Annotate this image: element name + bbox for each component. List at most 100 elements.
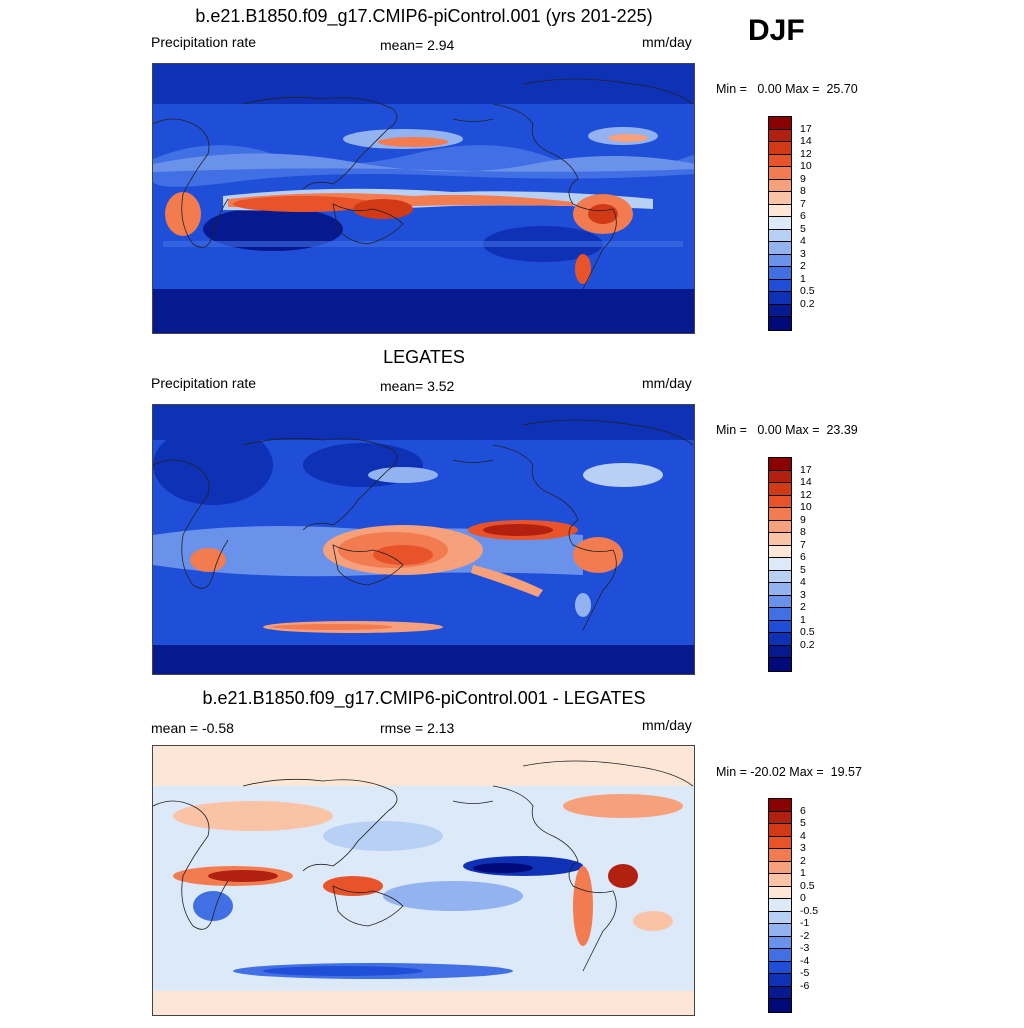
colorbar-swatch	[769, 229, 791, 242]
colorbar-swatch	[769, 949, 791, 962]
colorbar-tick-label: 9	[800, 172, 806, 185]
colorbar-swatch	[769, 292, 791, 305]
colorbar-swatch	[769, 886, 791, 899]
colorbar-swatch	[769, 583, 791, 596]
colorbar-tick-label: 1	[800, 867, 806, 879]
colorbar-swatch	[769, 961, 791, 974]
colorbar-tick-label: -3	[800, 942, 810, 954]
panel-title: b.e21.B1850.f09_g17.CMIP6-piControl.001 …	[195, 6, 653, 26]
colorbar-tick-label: -1	[800, 917, 810, 929]
colorbar-tick-label: 3	[800, 588, 806, 601]
colorbar-tick-label: 0.5	[800, 626, 815, 638]
colorbar-swatch	[769, 799, 791, 812]
colorbar-tick-label: 0.5	[800, 879, 815, 892]
colorbar-swatch	[769, 545, 791, 558]
units-label: mm/day	[642, 34, 692, 50]
colorbar-tick-label: 5	[800, 563, 806, 576]
rmse-label: rmse = 2.13	[380, 720, 455, 736]
colorbar-tick-label: 6	[800, 551, 806, 563]
colorbar-tick-label: 5	[800, 222, 806, 235]
colorbar-tick-label: 3	[800, 842, 806, 854]
colorbar-tick-label: 2	[800, 601, 806, 613]
colorbar-swatch	[769, 520, 791, 533]
colorbar-tick-label: 6	[800, 804, 806, 817]
mean-label: mean= 3.52	[380, 378, 455, 394]
precip-map-model	[152, 63, 695, 334]
colorbar-swatch	[769, 117, 791, 130]
colorbar-tick-label: 8	[800, 185, 806, 197]
colorbar-tick-label: 1	[800, 613, 806, 626]
colorbar-swatch	[769, 633, 791, 646]
colorbar-swatch	[769, 861, 791, 874]
colorbar-swatch	[769, 620, 791, 633]
colorbar-tick-label: 3	[800, 247, 806, 260]
colorbar-tick-label: 14	[800, 135, 812, 147]
colorbar-tick-label: -2	[800, 929, 810, 942]
colorbar-swatch	[769, 304, 791, 317]
colorbar-tick-label: 10	[800, 501, 812, 513]
colorbar-swatch	[769, 458, 791, 471]
colorbar-tick-label: 4	[800, 829, 806, 842]
colorbar-swatch	[769, 267, 791, 280]
colorbar-swatch	[769, 142, 791, 155]
panel-title: LEGATES	[383, 347, 465, 367]
mean-label: mean= 2.94	[380, 37, 455, 53]
colorbar	[768, 116, 792, 331]
colorbar-swatch	[769, 167, 791, 180]
colorbar-swatch	[769, 470, 791, 483]
colorbar-tick-label: 7	[800, 197, 806, 210]
colorbar-tick-label: 12	[800, 488, 812, 501]
min-max-label: Min = 0.00 Max = 23.39	[716, 423, 858, 437]
min-max-label: Min = 0.00 Max = 25.70	[716, 82, 858, 96]
colorbar-tick-label: 8	[800, 526, 806, 538]
colorbar-swatch	[769, 608, 791, 621]
panel-model: b.e21.B1850.f09_g17.CMIP6-piControl.001 …	[0, 6, 1024, 346]
colorbar-swatch	[769, 179, 791, 192]
colorbar-swatch	[769, 811, 791, 824]
colorbar-swatch	[769, 874, 791, 887]
colorbar-swatch	[769, 924, 791, 937]
colorbar-tick-label: 0.2	[800, 297, 815, 310]
colorbar-swatch	[769, 254, 791, 267]
colorbar-tick-label: 0.5	[800, 285, 815, 297]
panel-difference: b.e21.B1850.f09_g17.CMIP6-piControl.001 …	[0, 688, 1024, 1028]
colorbar-swatch	[769, 508, 791, 521]
colorbar-swatch	[769, 824, 791, 837]
colorbar-tick-label: 4	[800, 576, 806, 588]
colorbar-tick-label: 2	[800, 854, 806, 867]
colorbar-swatch	[769, 595, 791, 608]
colorbar-tick-label: 0.2	[800, 638, 815, 651]
colorbar-swatch	[769, 533, 791, 546]
precip-map-difference	[152, 745, 695, 1016]
season-label: DJF	[748, 14, 805, 47]
colorbar-swatch	[769, 558, 791, 571]
colorbar-tick-label: -6	[800, 979, 810, 992]
colorbar-swatch	[769, 483, 791, 496]
colorbar-tick-label: 9	[800, 513, 806, 526]
colorbar-swatch	[769, 495, 791, 508]
colorbar-swatch	[769, 911, 791, 924]
colorbar-swatch	[769, 999, 791, 1012]
mean-label: mean = -0.58	[151, 720, 234, 736]
colorbar-swatch	[769, 129, 791, 142]
min-max-label: Min = -20.02 Max = 19.57	[716, 765, 862, 779]
colorbar-tick-label: 10	[800, 160, 812, 172]
panel-title: b.e21.B1850.f09_g17.CMIP6-piControl.001 …	[202, 688, 646, 708]
colorbar-tick-label: -5	[800, 967, 810, 979]
colorbar-swatch	[769, 986, 791, 999]
colorbar-swatch	[769, 217, 791, 230]
colorbar-swatch	[769, 204, 791, 217]
colorbar-swatch	[769, 658, 791, 671]
colorbar-swatch	[769, 242, 791, 255]
colorbar-swatch	[769, 192, 791, 205]
colorbar-tick-label: 0	[800, 892, 806, 904]
colorbar-tick-label: 1	[800, 272, 806, 285]
colorbar-tick-label: 17	[800, 463, 812, 476]
precip-map-legates	[152, 404, 695, 675]
colorbar-tick-label: 7	[800, 538, 806, 551]
colorbar-swatch	[769, 836, 791, 849]
colorbar-tick-label: 12	[800, 147, 812, 160]
panel-legates: LEGATES Precipitation rate mean= 3.52 mm…	[0, 347, 1024, 687]
colorbar-tick-label: -4	[800, 954, 810, 967]
colorbar-swatch	[769, 849, 791, 862]
